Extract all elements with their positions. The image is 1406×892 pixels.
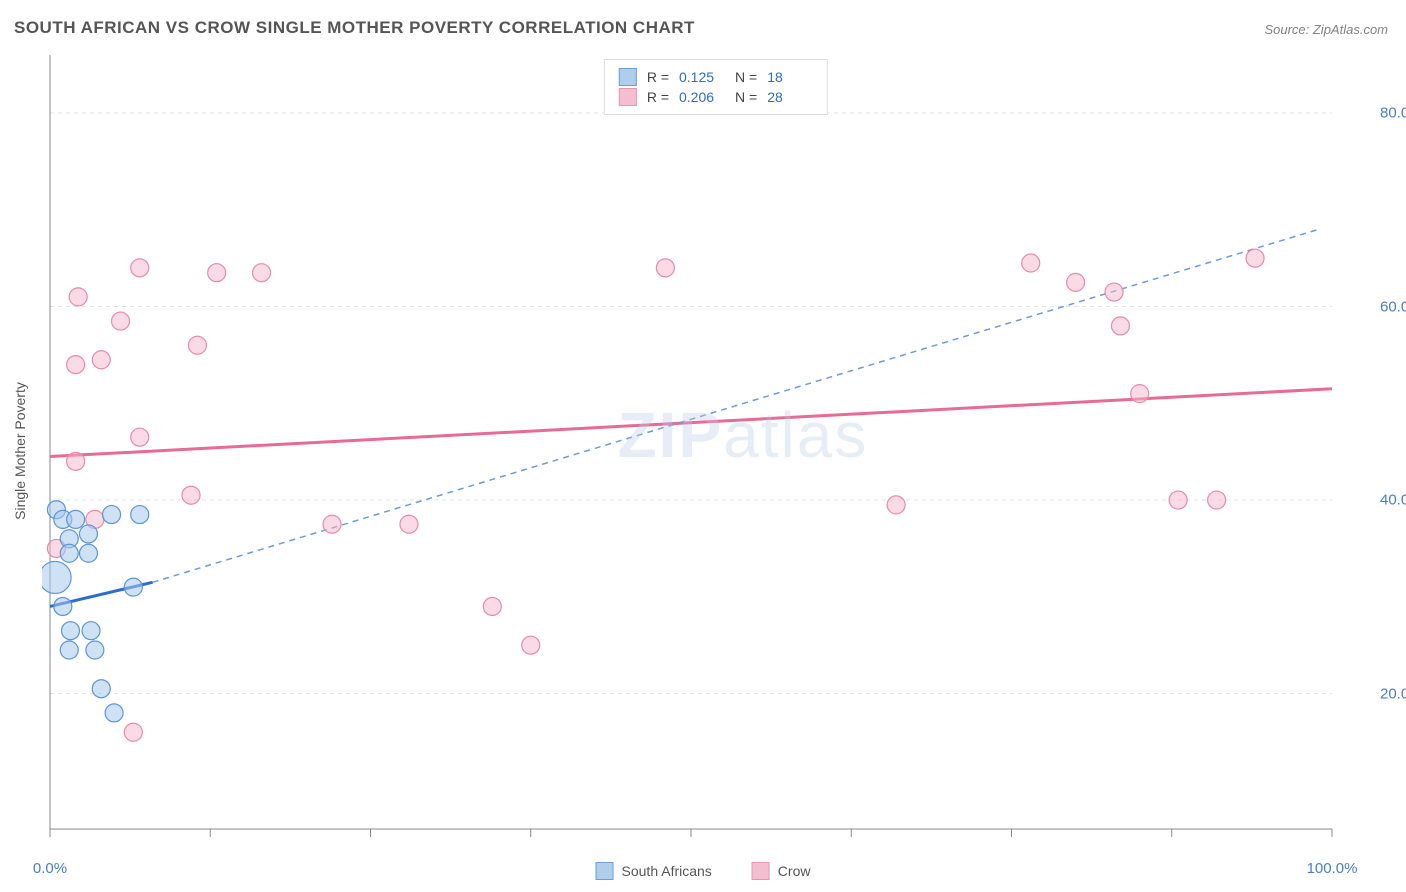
- swatch-crow-icon: [752, 862, 770, 880]
- swatch-crow: [619, 88, 637, 106]
- legend-item-crow: Crow: [752, 862, 811, 880]
- chart-area: Single Mother Poverty R = 0.125 N = 18 R…: [42, 55, 1390, 847]
- r-label: R =: [647, 89, 669, 105]
- r-value-crow: 0.206: [679, 89, 725, 105]
- n-value-crow: 28: [767, 89, 813, 105]
- correlation-legend: R = 0.125 N = 18 R = 0.206 N = 28: [604, 59, 828, 115]
- swatch-south-africans-icon: [596, 862, 614, 880]
- r-label: R =: [647, 69, 669, 85]
- source-label: Source: ZipAtlas.com: [1264, 22, 1388, 37]
- n-label: N =: [735, 89, 757, 105]
- x-tick-label: 100.0%: [1307, 860, 1358, 877]
- r-value-sa: 0.125: [679, 69, 725, 85]
- legend-label-sa: South Africans: [622, 863, 712, 879]
- scatter-plot-svg: [42, 55, 1390, 847]
- y-tick-label: 40.0%: [1380, 492, 1406, 509]
- n-label: N =: [735, 69, 757, 85]
- n-value-sa: 18: [767, 69, 813, 85]
- swatch-south-africans: [619, 68, 637, 86]
- y-tick-label: 80.0%: [1380, 105, 1406, 122]
- y-tick-label: 20.0%: [1380, 685, 1406, 702]
- legend-row-south-africans: R = 0.125 N = 18: [619, 68, 813, 86]
- series-legend: South Africans Crow: [596, 862, 811, 880]
- x-tick-label: 0.0%: [33, 860, 67, 877]
- legend-row-crow: R = 0.206 N = 28: [619, 88, 813, 106]
- y-axis-label: Single Mother Poverty: [12, 382, 28, 520]
- chart-title: SOUTH AFRICAN VS CROW SINGLE MOTHER POVE…: [14, 18, 695, 38]
- y-tick-label: 60.0%: [1380, 298, 1406, 315]
- legend-item-south-africans: South Africans: [596, 862, 712, 880]
- legend-label-crow: Crow: [778, 863, 811, 879]
